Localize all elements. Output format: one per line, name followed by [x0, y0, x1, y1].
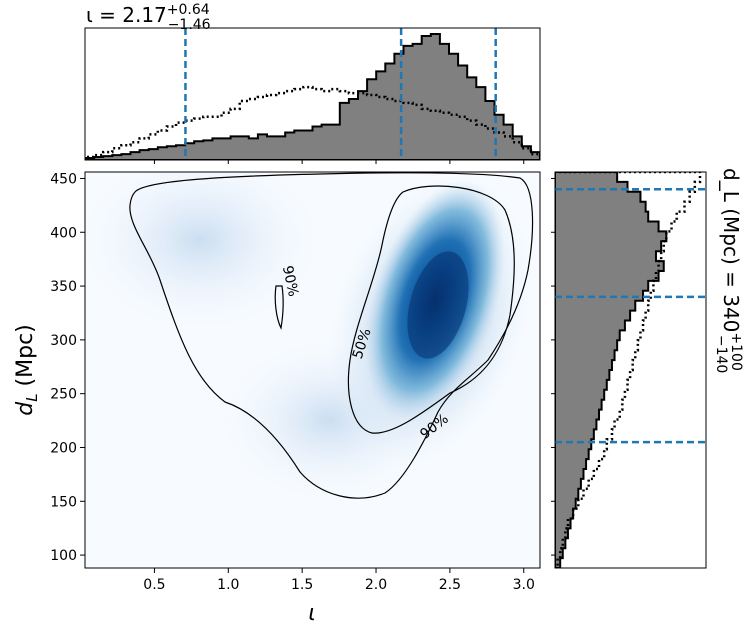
x-tick-label: 0.5	[143, 577, 165, 593]
top-summary-sub: −1.46	[168, 17, 211, 33]
main-x-ticks: 0.5 1.0 1.5 2.0 2.5 3.0	[143, 568, 535, 593]
x-tick-label: 3.0	[513, 577, 535, 593]
y-tick-label: 200	[50, 440, 77, 456]
right-marginal-panel: d_L (Mpc) = 340+100−140	[551, 168, 744, 569]
right-summary-sub: −140	[713, 335, 729, 373]
main-panel-frame	[84, 171, 541, 569]
x-tick-label: 2.5	[439, 577, 461, 593]
x-tick-label: 1.0	[217, 577, 239, 593]
y-axis-label: dL (Mpc)	[13, 324, 41, 416]
right-summary-sup: +100	[728, 332, 744, 370]
right-quantile-lines	[555, 187, 706, 444]
right-panel-ticks	[551, 177, 555, 556]
y-axis-label-sub: L	[23, 393, 41, 401]
top-summary-label: ι = 2.17+0.64 −1.46	[86, 2, 211, 33]
y-axis-label-unit: (Mpc)	[13, 324, 38, 393]
contour-50	[347, 185, 515, 434]
main-y-ticks: 100 150 200 250 300 350 400 450	[50, 171, 85, 564]
top-prior-histogram	[85, 85, 540, 160]
density-peak	[407, 251, 469, 359]
right-summary-label: d_L (Mpc) = 340+100−140	[713, 168, 744, 373]
contour-label-90-inner: 90%	[279, 264, 301, 298]
y-tick-label: 100	[50, 548, 77, 564]
y-axis-label-d: d	[13, 401, 38, 416]
x-tick-label: 2.0	[365, 577, 387, 593]
density-heatmap: 50% 90% 90%	[85, 172, 534, 500]
y-tick-label: 350	[50, 279, 77, 295]
y-tick-label: 150	[50, 494, 77, 510]
density-faint-left	[85, 172, 320, 330]
top-summary-main: ι = 2.17	[86, 3, 167, 27]
y-tick-label: 400	[50, 225, 77, 241]
top-panel-ticks	[153, 160, 525, 164]
x-axis-label: ι	[308, 601, 315, 626]
top-posterior-histogram	[85, 33, 540, 160]
top-quantile-lines	[184, 28, 497, 160]
y-tick-label: 300	[50, 333, 77, 349]
top-marginal-panel: ι = 2.17+0.64 −1.46	[84, 2, 541, 164]
top-panel-frame	[84, 27, 541, 161]
x-tick-label: 1.5	[291, 577, 313, 593]
contour-90-inner	[274, 285, 284, 330]
y-tick-label: 250	[50, 387, 77, 403]
main-joint-panel: 50% 90% 90% 0.5 1.0 1.5 2.0 2.5 3.0 100 150 200…	[13, 171, 541, 626]
right-posterior-histogram	[555, 172, 668, 568]
right-summary-main: d_L (Mpc) = 340	[719, 168, 743, 332]
y-tick-label: 450	[50, 171, 77, 187]
contour-90-outer	[129, 172, 534, 499]
right-panel-frame	[554, 171, 707, 569]
top-summary-sup: +0.64	[167, 2, 210, 18]
